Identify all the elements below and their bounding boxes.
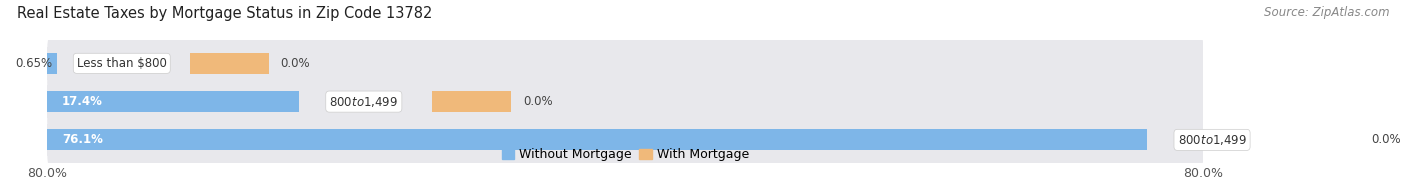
Bar [48,124,1204,156]
FancyBboxPatch shape [48,112,1204,168]
Text: 0.0%: 0.0% [281,57,311,70]
Bar [190,53,269,74]
Bar [432,91,512,112]
FancyBboxPatch shape [48,74,1204,129]
Bar [48,53,56,74]
Text: 0.0%: 0.0% [1371,133,1400,146]
Bar [48,91,299,112]
Text: 17.4%: 17.4% [62,95,103,108]
Text: $800 to $1,499: $800 to $1,499 [1178,133,1247,147]
Text: $800 to $1,499: $800 to $1,499 [329,95,398,109]
Text: Source: ZipAtlas.com: Source: ZipAtlas.com [1264,6,1389,19]
Bar [1279,129,1360,150]
Text: 0.0%: 0.0% [523,95,553,108]
Text: Real Estate Taxes by Mortgage Status in Zip Code 13782: Real Estate Taxes by Mortgage Status in … [17,6,432,21]
FancyBboxPatch shape [48,35,1204,91]
Bar [48,129,1147,150]
Bar [48,47,1204,80]
Text: 0.65%: 0.65% [15,57,52,70]
Legend: Without Mortgage, With Mortgage: Without Mortgage, With Mortgage [496,143,754,166]
Text: 76.1%: 76.1% [62,133,103,146]
Text: Less than $800: Less than $800 [77,57,167,70]
Bar [48,85,1204,118]
